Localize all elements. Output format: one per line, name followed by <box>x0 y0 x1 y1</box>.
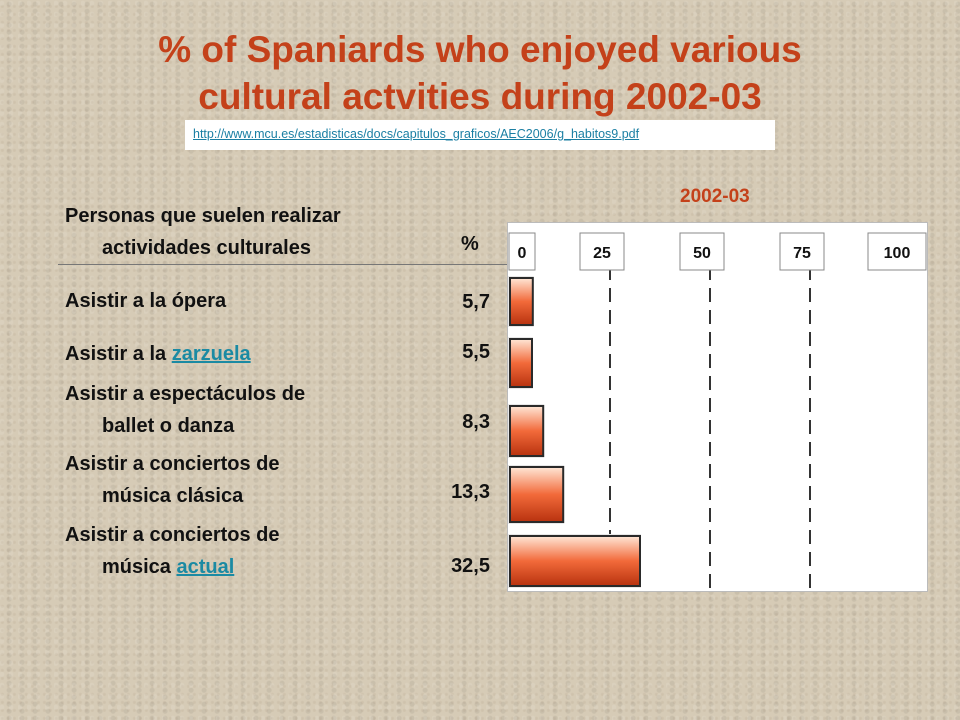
plot-area <box>507 222 928 592</box>
tick-label: 25 <box>593 245 611 262</box>
row-label: Asistir a conciertos de música clásica <box>65 448 280 512</box>
row-value: 32,5 <box>451 555 490 577</box>
row-label-line-2: música clásica <box>65 480 280 512</box>
bar <box>509 338 533 388</box>
row-label-text: Asistir a la ópera <box>65 290 227 312</box>
row-label-link[interactable]: actual <box>176 556 235 578</box>
tick-label: 0 <box>518 245 527 262</box>
bar <box>509 405 545 457</box>
tick-label-box: 75 <box>779 232 825 271</box>
row-label-text: música clásica <box>102 485 244 507</box>
row-label-line-1: Asistir a conciertos de <box>65 524 280 546</box>
row-label-line-1: Asistir a espectáculos de <box>65 383 305 405</box>
table-header-pct: % <box>461 233 479 255</box>
bar <box>509 535 641 587</box>
row-label: Asistir a la zarzuela <box>65 338 251 370</box>
row-label-line-1: Asistir a la ópera <box>65 290 226 312</box>
title-line-2: cultural actvities during 2002-03 <box>198 76 762 117</box>
tick-label-box: 0 <box>508 232 536 271</box>
tick-label-box: 25 <box>579 232 625 271</box>
tick-box <box>679 232 725 271</box>
row-label-text: música <box>102 556 177 578</box>
tick-box <box>508 232 536 271</box>
row-value: 5,7 <box>462 291 490 313</box>
row-label-text: ballet o danza <box>102 415 235 437</box>
row-label-line-1: Asistir a conciertos de <box>65 453 280 475</box>
row-label-link[interactable]: zarzuela <box>171 343 251 365</box>
row-label-text: Asistir a espectáculos de <box>65 383 306 405</box>
row-label: Asistir a la ópera <box>65 285 226 317</box>
row-value: 8,3 <box>462 411 490 433</box>
header-label-line-2: actividades culturales <box>102 237 311 259</box>
row-label: Asistir a conciertos de música actual <box>65 519 280 583</box>
row-label-text: Asistir a conciertos de <box>65 453 280 475</box>
row-label-line-2: música actual <box>65 551 280 583</box>
row-label-text: Asistir a la <box>65 343 172 365</box>
tick-label: 75 <box>793 245 811 262</box>
tick-box <box>779 232 825 271</box>
tick-box <box>867 232 927 271</box>
bar <box>509 277 534 326</box>
header-divider <box>58 264 508 265</box>
header-label-line-1: Personas que suelen realizar <box>65 205 341 227</box>
row-label-text: Asistir a conciertos de <box>65 524 280 546</box>
series-label: 2002-03 <box>680 186 750 207</box>
row-value: 5,5 <box>462 341 490 363</box>
tick-box <box>579 232 625 271</box>
tick-label-box: 100 <box>867 232 927 271</box>
source-box: http://www.mcu.es/estadisticas/docs/capi… <box>185 120 775 150</box>
row-label-line-1: Asistir a la zarzuela <box>65 343 251 365</box>
row-label-line-2: ballet o danza <box>65 410 305 442</box>
table-header-label: Personas que suelen realizar actividades… <box>65 200 341 264</box>
row-value: 13,3 <box>451 481 490 503</box>
title-line-1: % of Spaniards who enjoyed various <box>158 29 802 70</box>
chart-title: % of Spaniards who enjoyed various cultu… <box>0 26 960 120</box>
tick-label: 100 <box>884 245 911 262</box>
source-link[interactable]: http://www.mcu.es/estadisticas/docs/capi… <box>193 127 640 141</box>
row-label: Asistir a espectáculos de ballet o danza <box>65 378 305 442</box>
tick-label: 50 <box>693 245 711 262</box>
tick-label-box: 50 <box>679 232 725 271</box>
bar <box>509 466 565 523</box>
